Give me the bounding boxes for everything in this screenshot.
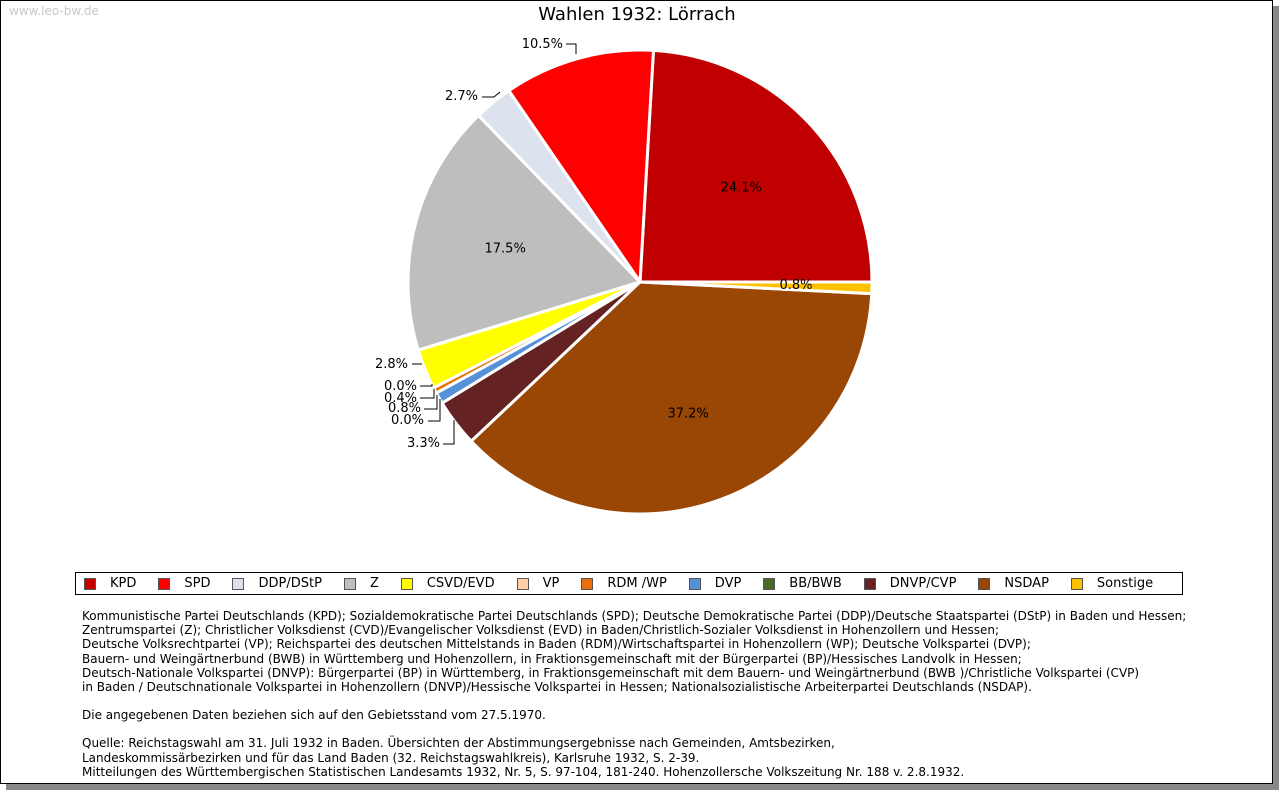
note-line: Bauern- und Weingärtnerbund (BWB) in Wür… — [82, 651, 1022, 666]
legend-item: BB/BWB — [763, 576, 842, 591]
slice-label: 2.8% — [375, 357, 408, 372]
watermark: www.leo-bw.de — [9, 4, 99, 18]
pie-slice-kpd — [638, 48, 874, 284]
chart-title: Wahlen 1932: Lörrach — [538, 4, 736, 25]
note-line: Kommunistische Partei Deutschlands (KPD)… — [82, 609, 1187, 623]
legend-swatch — [978, 577, 991, 590]
leader-line — [443, 420, 455, 445]
note-line: Deutsche Volksrechtpartei (VP); Reichspa… — [82, 637, 1031, 652]
legend-swatch — [516, 577, 529, 590]
legend-item: VP — [516, 576, 560, 591]
legend-swatch — [1070, 577, 1083, 590]
legend-item: DDP/DStP — [232, 576, 322, 591]
leader-line — [482, 91, 501, 98]
notes: Kommunistische Partei Deutschlands (KPD)… — [82, 609, 1186, 779]
legend-item: DNVP/CVP — [863, 576, 957, 591]
legend-swatch — [84, 577, 96, 590]
slice-label: 10.5% — [522, 37, 563, 52]
slice-label: 3.3% — [407, 436, 440, 451]
legend-swatch — [763, 577, 776, 590]
legend-label: VP — [542, 576, 560, 591]
legend-label: DDP/DStP — [258, 576, 322, 591]
slice-label: 2.7% — [445, 89, 478, 104]
leader-line — [424, 395, 438, 410]
legend-swatch — [863, 577, 876, 590]
leader-line — [420, 384, 433, 387]
legend-label: DVP — [714, 576, 742, 591]
source-line: Mitteilungen des Württembergischen Stati… — [82, 764, 965, 779]
slice-label: 17.5% — [485, 241, 526, 256]
note-line: Deutsch-Nationale Volkspartei (DNVP): Bü… — [82, 665, 1140, 680]
legend-item: Z — [343, 576, 379, 591]
leader-line — [420, 389, 435, 399]
legend-item: SPD — [158, 576, 210, 591]
legend-label: RDM /WP — [607, 576, 667, 591]
pie-slice-spd — [506, 48, 656, 287]
legend-item: CSVD/EVD — [400, 576, 495, 591]
legend-label: CSVD/EVD — [426, 576, 495, 591]
pie-slice-nsdap — [469, 280, 874, 516]
leader-line — [566, 43, 577, 54]
slice-label: 0.4% — [384, 391, 417, 406]
slice-label: 0.0% — [384, 379, 417, 394]
pie-slice-z — [406, 113, 643, 353]
legend-item: RDM /WP — [581, 576, 667, 591]
slice-label: 0.0% — [391, 413, 424, 428]
legend-item: Sonstige — [1070, 576, 1154, 591]
legend-label: Z — [369, 576, 379, 591]
slice-label: 37.2% — [667, 407, 708, 422]
source-line: Quelle: Reichstagswahl am 31. Juli 1932 … — [82, 736, 835, 751]
legend-swatch — [400, 577, 413, 590]
legend-label: SPD — [184, 576, 211, 591]
pie-chart: 24.1%10.5%2.7%17.5%2.8%0.0%0.4%0.8%0.0%3… — [375, 37, 874, 516]
pie-slice-sonstige — [639, 280, 874, 296]
territory-note: Die angegebenen Daten beziehen sich auf … — [82, 708, 546, 723]
legend: KPD SPD DDP/DStP Z CSVD/EVD VP RDM /WP DVP BB/BW… — [75, 572, 1183, 595]
legend-label: BB/BWB — [789, 576, 842, 591]
note-line: in Baden / Deutschnationale Volkspartei … — [82, 680, 1032, 695]
legend-item: DVP — [688, 576, 742, 591]
leader-line — [428, 399, 441, 422]
legend-label: Sonstige — [1096, 576, 1154, 591]
legend-item: KPD — [84, 576, 136, 591]
legend-label: NSDAP — [1004, 576, 1049, 591]
legend-swatch — [343, 577, 356, 590]
note-line: Zentrumspartei (Z); Christlicher Volksdi… — [82, 623, 1000, 638]
slice-label: 24.1% — [721, 180, 762, 195]
legend-label: DNVP/CVP — [889, 576, 957, 591]
legend-label: KPD — [110, 576, 137, 591]
source-line: Landeskommissärbezirken und für das Land… — [82, 750, 700, 765]
legend-swatch — [581, 577, 594, 590]
legend-item: NSDAP — [978, 576, 1049, 591]
slice-label: 0.8% — [779, 278, 812, 293]
legend-swatch — [688, 577, 701, 590]
slice-label: 0.8% — [388, 401, 421, 416]
legend-swatch — [158, 577, 171, 590]
legend-swatch — [232, 577, 245, 590]
